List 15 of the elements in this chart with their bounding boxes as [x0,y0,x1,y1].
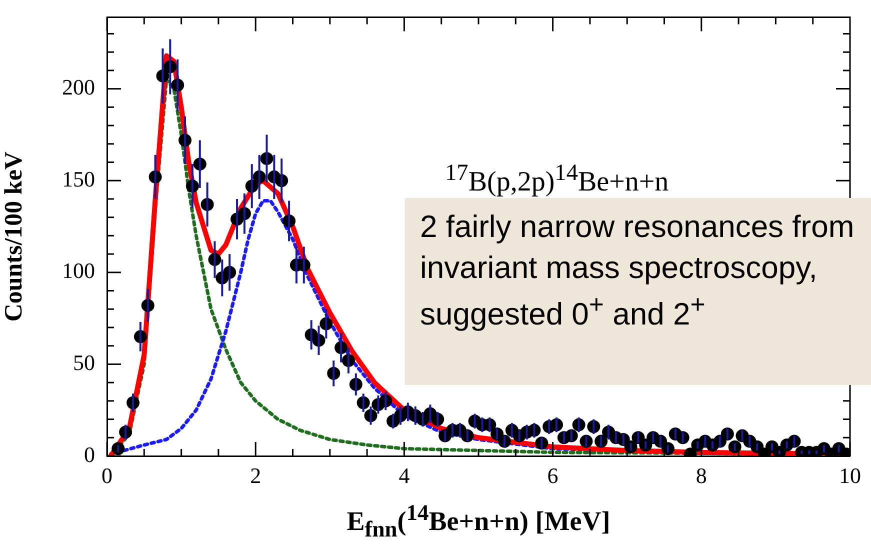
x-tick-label: 0 [102,462,112,488]
x-tick-label: 2 [250,462,262,488]
y-tick-label: 0 [84,442,95,467]
x-tick-label: 8 [696,462,707,488]
x-tick-label: 4 [398,462,410,488]
x-axis-title: E$_{fnn}$($^{14}$Be+n+n) [MeV] [346,500,612,542]
y-tick-label: 200 [62,74,95,100]
x-tick-label: 10 [839,462,861,488]
annotation: $^{17}$B(p,2p)$^{14}$Be+n+n [445,160,669,198]
x-tick-label: 6 [547,462,558,488]
annotation: 2 fairly narrow resonances from invariant mass spectroscopy, suggested 0$^{+}$ and 2$^{+}$ [420,208,856,334]
y-tick-label: 50 [73,350,95,375]
y-tick-label: 100 [62,258,95,284]
y-axis-title: Counts/100 keV [0,152,28,322]
y-tick-label: 150 [62,166,95,192]
